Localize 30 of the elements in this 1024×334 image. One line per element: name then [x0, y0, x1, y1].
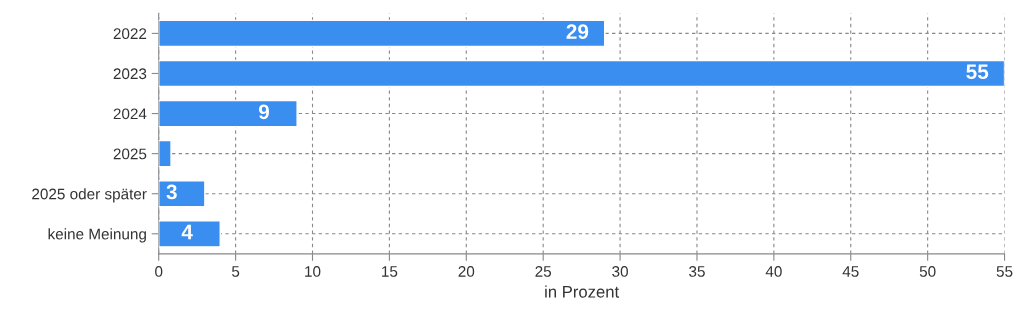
y-tick-label: 2022 [113, 28, 147, 40]
x-tick-label: 10 [305, 266, 321, 277]
data-label: 9 [258, 104, 270, 120]
x-tick-label: 25 [535, 266, 552, 277]
bar [158, 59, 1005, 88]
y-tick-label: keine Meinung [48, 228, 146, 243]
y-tick-label: 2025 oder später [32, 188, 147, 203]
x-axis-title: in Prozent [545, 285, 620, 298]
bar [158, 19, 606, 48]
x-tick-label: 40 [765, 266, 782, 277]
bar [158, 99, 298, 128]
bar [158, 139, 172, 168]
data-label: 4 [181, 224, 193, 240]
x-tick-label: 50 [919, 266, 936, 277]
data-label: 55 [966, 64, 989, 80]
bar [158, 179, 206, 208]
x-tick-label: 30 [612, 266, 628, 277]
x-tick-label: 20 [458, 266, 475, 277]
y-tick-label: 2023 [113, 68, 147, 80]
y-tick-label: 2024 [113, 108, 147, 120]
bar [158, 220, 221, 248]
x-tick-label: 0 [155, 266, 163, 277]
data-label: 3 [166, 184, 177, 200]
x-tick-label: 35 [689, 266, 705, 277]
x-tick-label: 5 [231, 266, 240, 277]
x-tick-label: 45 [842, 266, 859, 277]
x-tick-label: 15 [382, 266, 398, 277]
y-tick-label: 2025 [113, 148, 147, 160]
x-tick-label: 55 [996, 266, 1013, 277]
data-label: 29 [566, 24, 589, 39]
